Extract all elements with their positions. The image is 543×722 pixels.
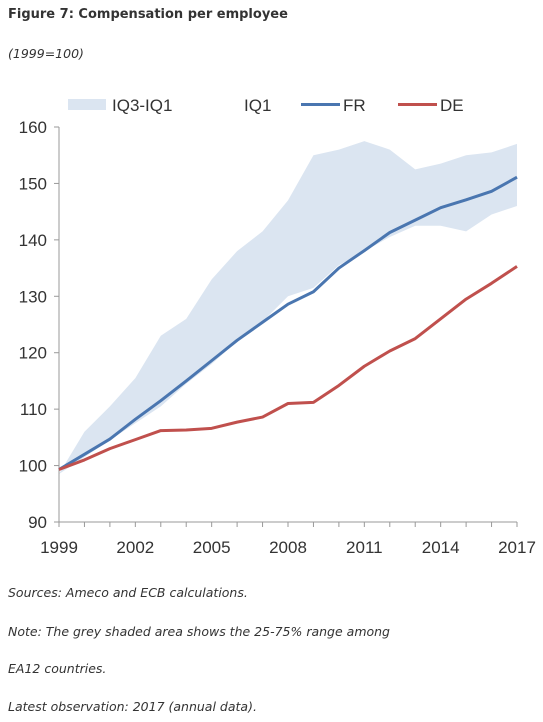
- plot-area: 90 100 110 120 130 140 150 160 1999 2002 2005 2008 2…: [19, 118, 536, 557]
- legend: IQ3-IQ1 IQ1 FR DE: [68, 96, 464, 115]
- chart-area: IQ3-IQ1 IQ1 FR DE 90 100 110 120 130 140 150 16…: [0, 88, 543, 575]
- x-tick-label: 2017: [498, 538, 536, 557]
- y-tick-label: 150: [19, 174, 47, 193]
- legend-band-swatch: [68, 99, 106, 110]
- y-tick-label: 100: [19, 457, 47, 476]
- y-tick-label: 120: [19, 344, 47, 363]
- y-tick-label: 160: [19, 118, 47, 137]
- note-line-1: Note: The grey shaded area shows the 25-…: [8, 624, 390, 639]
- legend-de-label: DE: [440, 96, 464, 115]
- x-tick-label: 2002: [116, 538, 154, 557]
- line-chart: IQ3-IQ1 IQ1 FR DE 90 100 110 120 130 140 150 16…: [19, 96, 536, 557]
- series-line-fr: [58, 175, 518, 471]
- sources-note: Sources: Ameco and ECB calculations.: [8, 585, 248, 600]
- y-tick-label: 140: [19, 231, 47, 250]
- figure-title: Figure 7: Compensation per employee: [8, 7, 288, 22]
- x-tick-label: 2014: [422, 538, 460, 557]
- legend-fr-label: FR: [343, 96, 366, 115]
- x-tick-label: 2008: [269, 538, 307, 557]
- figure-subtitle: (1999=100): [8, 46, 84, 61]
- x-tick-label: 2005: [193, 538, 231, 557]
- note-line-2: EA12 countries.: [8, 661, 107, 676]
- latest-observation-note: Latest observation: 2017 (annual data).: [8, 699, 257, 714]
- y-tick-label: 90: [28, 513, 47, 532]
- series-line-de: [58, 265, 518, 471]
- legend-band-label: IQ3-IQ1: [112, 96, 172, 115]
- y-tick-label: 130: [19, 287, 47, 306]
- legend-iq1-label: IQ1: [244, 96, 271, 115]
- y-tick-label: 110: [20, 400, 47, 419]
- x-tick-label: 2011: [346, 538, 383, 557]
- x-tick-label: 1999: [40, 538, 78, 557]
